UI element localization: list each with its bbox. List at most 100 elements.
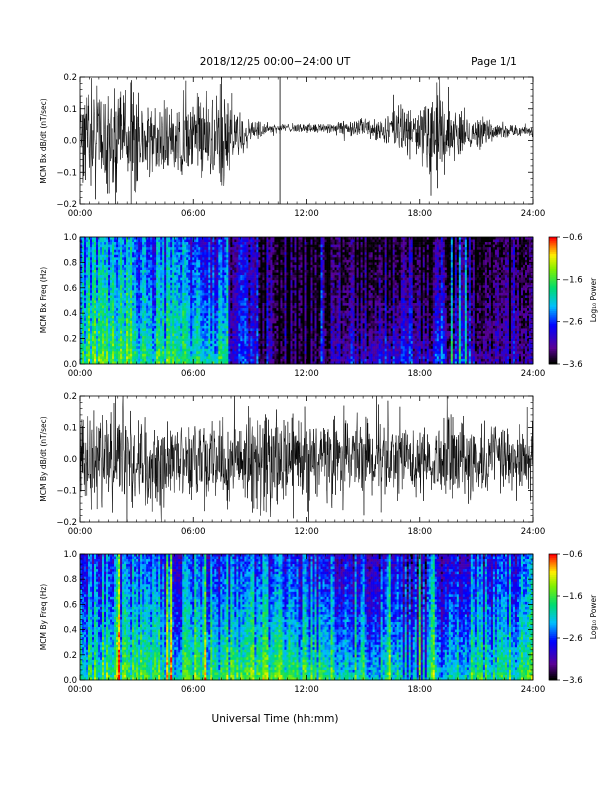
spectrogram-cell [114,290,117,294]
spectrogram-cell [270,346,273,350]
spectrogram-cell [94,264,97,268]
spectrogram-cell [236,285,239,289]
spectrogram-cell [266,292,269,296]
spectrogram-cell [244,320,247,324]
spectrogram-cell [190,310,193,314]
spectrogram-cell [192,333,195,337]
spectrogram-cell [260,262,263,266]
spectrogram-cell [170,262,173,266]
spectrogram-cell [154,305,157,309]
spectrogram-cell [88,308,91,311]
spectrogram-cell [124,320,127,324]
spectrogram-cell [158,356,161,360]
spectrogram-cell [182,262,185,266]
bx-ts-ylabel: MCM Bx dB/dt (nT/sec) [39,98,48,183]
spectrogram-cell [272,262,275,266]
spectrogram-cell [116,313,119,317]
spectrogram-cell [216,247,219,250]
spectrogram-cell [116,272,119,276]
spectrogram-cell [250,257,253,261]
spectrogram-cell [202,303,205,306]
spectrogram-cell [250,336,253,339]
spectrogram-cell [266,338,269,342]
spectrogram-cell [200,280,203,284]
spectrogram-cell [226,320,229,324]
spectrogram-cell [144,353,147,357]
spectrogram-cell [178,239,181,243]
spectrogram-cell [108,325,111,329]
spectrogram-cell [138,267,141,271]
spectrogram-cell [186,280,189,284]
spectrogram-cell [268,308,271,311]
spectrogram-cell [258,277,261,281]
spectrogram-cell [152,277,155,281]
spectrogram-cell [96,275,99,278]
spectrogram-cell [194,282,197,286]
spectrogram-cell [110,341,113,344]
spectrogram-cell [110,287,113,291]
spectrogram-cell [102,320,105,324]
spectrogram-cell [80,348,83,352]
spectrogram-cell [226,341,229,344]
spectrogram-cell [212,254,215,258]
spectrogram-cell [94,254,97,258]
spectrogram-cell [254,346,257,350]
spectrogram-cell [136,358,139,362]
spectrogram-cell [210,262,213,266]
spectrogram-cell [192,338,195,342]
spectrogram-cell [264,315,267,319]
spectrogram-cell [216,242,219,245]
spectrogram-cell [168,351,171,355]
spectrogram-cell [96,252,99,256]
spectrogram-cell [186,318,189,322]
spectrogram-cell [108,277,111,281]
spectrogram-cell [260,275,263,278]
spectrogram-cell [142,313,145,317]
spectrogram-cell [190,239,193,243]
spectrogram-cell [258,249,261,253]
spectrogram-cell [84,270,87,273]
spectrogram-cell [234,361,237,365]
spectrogram-cell [100,303,103,306]
spectrogram-cell [240,252,243,256]
spectrogram-cell [84,285,87,289]
spectrogram-cell [118,244,121,248]
spectrogram-cell [228,305,231,309]
spectrogram-cell [166,280,169,284]
spectrogram-cell [100,305,103,309]
spectrogram-cell [202,249,205,253]
spectrogram-cell [122,239,125,243]
spectrogram-cell [214,282,217,286]
spectrogram-cell [210,358,213,362]
spectrogram-cell [204,325,207,329]
spectrogram-cell [188,315,191,319]
spectrogram-cell [86,325,89,329]
spectrogram-cell [102,292,105,296]
spectrogram-cell [172,358,175,362]
spectrogram-cell [216,285,219,289]
spectrogram-cell [122,303,125,306]
spectrogram-cell [238,252,241,256]
spectrogram-cell [146,270,149,273]
spectrogram-cell [268,287,271,291]
spectrogram-cell [214,356,217,360]
spectrogram-cell [104,285,107,289]
spectrogram-cell [162,303,165,306]
spectrogram-cell [92,239,95,243]
spectrogram-cell [202,282,205,286]
spectrogram-cell [240,328,243,332]
spectrogram-cell [102,325,105,329]
spectrogram-cell [246,361,249,365]
spectrogram-cell [110,353,113,357]
spectrogram-cell [138,308,141,311]
spectrogram-cell [244,358,247,362]
spectrogram-cell [158,244,161,248]
spectrogram-cell [168,247,171,250]
spectrogram-cell [160,239,163,243]
spectrogram-cell [188,351,191,355]
spectrogram-cell [96,323,99,327]
spectrogram-cell [252,315,255,319]
spectrogram-cell [214,244,217,248]
spectrogram-cell [204,318,207,322]
spectrogram-cell [236,358,239,362]
